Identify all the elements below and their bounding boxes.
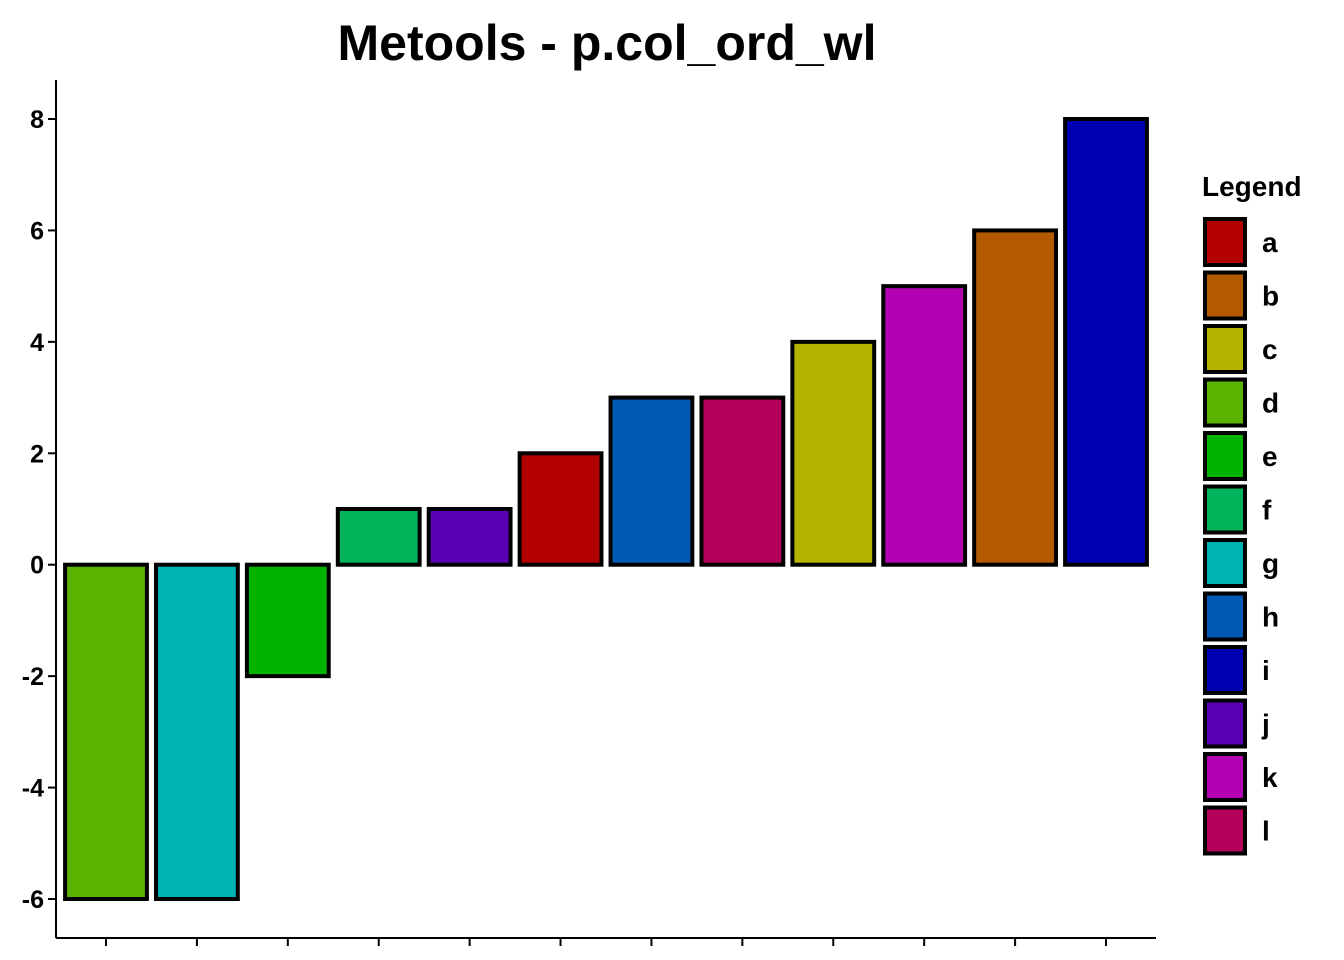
legend-swatch-j <box>1203 698 1247 749</box>
y-tick-label: 4 <box>30 329 44 357</box>
legend-label-h: h <box>1262 602 1279 633</box>
legend-label-d: d <box>1262 388 1279 419</box>
legend-title: Legend <box>1202 171 1302 202</box>
legend-swatch-d <box>1203 377 1247 428</box>
bar-a <box>517 451 604 567</box>
legend-label-i: i <box>1262 655 1270 686</box>
y-tick-label: 2 <box>30 440 44 468</box>
bar-l <box>699 395 786 567</box>
axes: -6 -4 -2 0 2 4 6 8 <box>22 80 1156 946</box>
legend-swatch-b <box>1203 270 1247 321</box>
bar-k <box>881 284 968 567</box>
legend-label-j: j <box>1261 709 1270 740</box>
legend-label-b: b <box>1262 281 1279 312</box>
y-tick-label: -6 <box>22 886 44 914</box>
legend-label-a: a <box>1262 227 1278 258</box>
legend-swatch-e <box>1203 431 1247 481</box>
y-tick-label: -2 <box>22 663 44 691</box>
legend-label-e: e <box>1262 441 1278 472</box>
legend-swatch-a <box>1203 217 1247 267</box>
legend-swatch-l <box>1203 805 1247 856</box>
chart-title: Metools - p.col_ord_wl <box>338 15 877 71</box>
legend-swatch-k <box>1203 752 1247 802</box>
legend-label-c: c <box>1262 334 1278 365</box>
bars <box>63 117 1149 901</box>
bar-i <box>1063 117 1149 567</box>
bar-g <box>154 562 240 901</box>
legend-swatch-i <box>1203 645 1247 695</box>
legend-swatch-g <box>1203 538 1247 588</box>
y-tick-label: 8 <box>30 106 44 134</box>
y-tick-label: 0 <box>30 552 44 580</box>
legend-swatch-c <box>1203 324 1247 374</box>
y-tick-label: 6 <box>30 217 44 245</box>
legend-label-f: f <box>1262 495 1272 526</box>
bar-b <box>972 228 1059 567</box>
bar-d <box>63 562 149 901</box>
legend-swatch-f <box>1203 484 1247 535</box>
y-tick-label: -4 <box>22 775 44 803</box>
bar-e <box>244 562 331 679</box>
bar-h <box>608 395 695 567</box>
bar-c <box>790 339 877 567</box>
bar-j <box>426 507 513 567</box>
bar-f <box>335 507 422 567</box>
legend-label-k: k <box>1262 762 1278 793</box>
legend-swatch-h <box>1203 591 1247 642</box>
legend-label-l: l <box>1262 816 1270 847</box>
legend-label-g: g <box>1262 548 1279 579</box>
